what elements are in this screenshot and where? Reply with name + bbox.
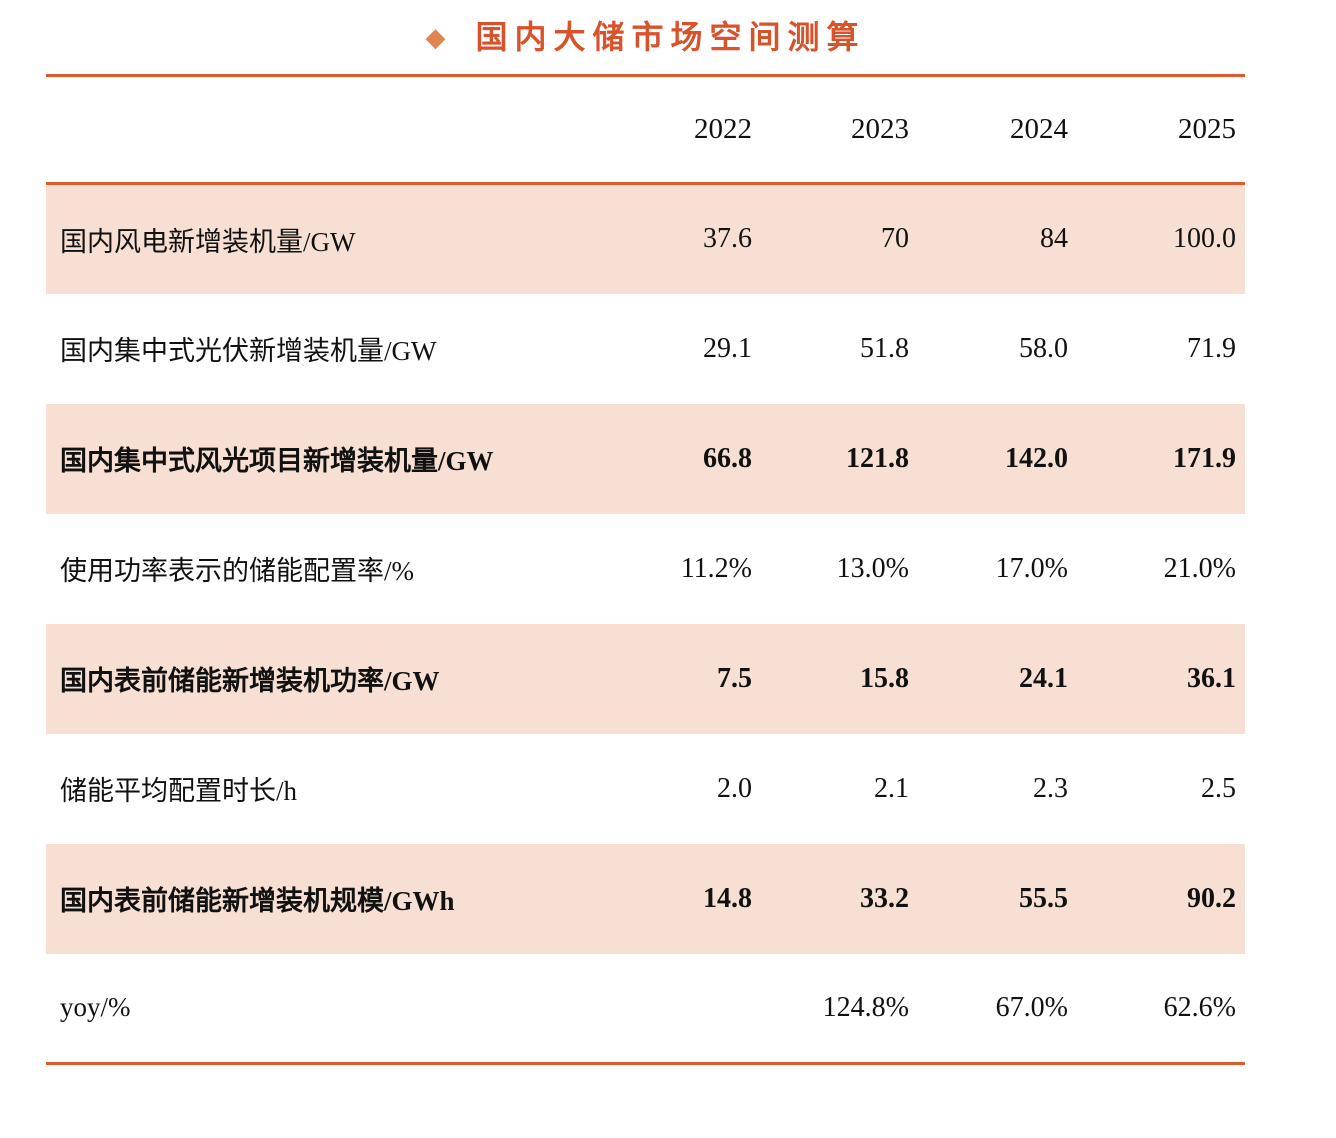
table-row: 国内风电新增装机量/GW 37.6 70 84 100.0 xyxy=(46,183,1245,294)
table-row: 国内集中式光伏新增装机量/GW 29.1 51.8 58.0 71.9 xyxy=(46,294,1245,404)
row-value: 2.0 xyxy=(717,772,752,804)
row-value: 67.0% xyxy=(995,991,1068,1023)
row-value xyxy=(594,954,752,1064)
row-value: 55.5 xyxy=(909,843,1068,954)
table-row: 国内集中式风光项目新增装机量/GW 66.8 121.8 142.0 171.9 xyxy=(46,403,1245,514)
table-title: ◆ 国内大储市场空间测算 xyxy=(46,0,1245,74)
row-value: 17.0% xyxy=(995,552,1068,584)
year-header-row: 2022 2023 2024 2025 xyxy=(46,75,1245,185)
row-label: 国内表前储能新增装机功率/GW xyxy=(46,623,594,734)
row-value: 142.0 xyxy=(909,403,1068,514)
row-label: 储能平均配置时长/h xyxy=(60,776,298,806)
table-row: 储能平均配置时长/h 2.0 2.1 2.3 2.5 xyxy=(46,734,1245,844)
row-label: 国内风电新增装机量/GW xyxy=(46,183,594,294)
year-header-2023: 2023 xyxy=(752,75,909,185)
row-value: 66.8 xyxy=(594,403,752,514)
row-value: 14.8 xyxy=(594,843,752,954)
table-title-text: 国内大储市场空间测算 xyxy=(475,19,866,55)
table-row: 使用功率表示的储能配置率/% 11.2% 13.0% 17.0% 21.0% xyxy=(46,514,1245,624)
table-row: 国内表前储能新增装机规模/GWh 14.8 33.2 55.5 90.2 xyxy=(46,843,1245,954)
row-value: 15.8 xyxy=(752,623,909,734)
row-value: 58.0 xyxy=(1019,332,1068,364)
row-label: 国内集中式风光项目新增装机量/GW xyxy=(46,403,594,514)
row-value: 21.0% xyxy=(1163,552,1236,584)
diamond-bullet-icon: ◆ xyxy=(425,23,446,53)
row-value: 84 xyxy=(909,183,1068,294)
row-value: 2.3 xyxy=(1033,772,1068,804)
row-value: 11.2% xyxy=(680,552,752,584)
row-value: 71.9 xyxy=(1187,332,1236,364)
row-label: 国内集中式光伏新增装机量/GW xyxy=(60,336,437,366)
row-value: 70 xyxy=(752,183,909,294)
row-value: 171.9 xyxy=(1068,403,1245,514)
row-value: 13.0% xyxy=(836,552,909,584)
table-row: yoy/% 124.8% 67.0% 62.6% xyxy=(46,954,1245,1064)
row-value: 62.6% xyxy=(1163,991,1236,1023)
row-value: 51.8 xyxy=(860,332,909,364)
row-label: yoy/% xyxy=(60,992,131,1023)
table-row: 国内表前储能新增装机功率/GW 7.5 15.8 24.1 36.1 xyxy=(46,623,1245,734)
year-header-2025: 2025 xyxy=(1068,75,1245,185)
row-value: 33.2 xyxy=(752,843,909,954)
row-value: 2.5 xyxy=(1201,772,1236,804)
row-value: 36.1 xyxy=(1068,623,1245,734)
market-estimate-table: 2022 2023 2024 2025 国内风电新增装机量/GW 37.6 70 84… xyxy=(46,74,1245,1065)
row-value: 100.0 xyxy=(1068,183,1245,294)
row-label: 国内表前储能新增装机规模/GWh xyxy=(46,843,594,954)
row-value: 121.8 xyxy=(752,403,909,514)
year-header-2024: 2024 xyxy=(909,75,1068,185)
row-value: 2.1 xyxy=(874,772,909,804)
row-value: 37.6 xyxy=(594,183,752,294)
row-value: 7.5 xyxy=(594,623,752,734)
row-label: 使用功率表示的储能配置率/% xyxy=(60,556,414,586)
row-value: 124.8% xyxy=(822,991,909,1023)
empty-header-cell xyxy=(46,75,594,185)
row-value: 90.2 xyxy=(1068,843,1245,954)
year-header-2022: 2022 xyxy=(594,75,752,185)
row-value: 24.1 xyxy=(909,623,1068,734)
row-value: 29.1 xyxy=(703,332,752,364)
